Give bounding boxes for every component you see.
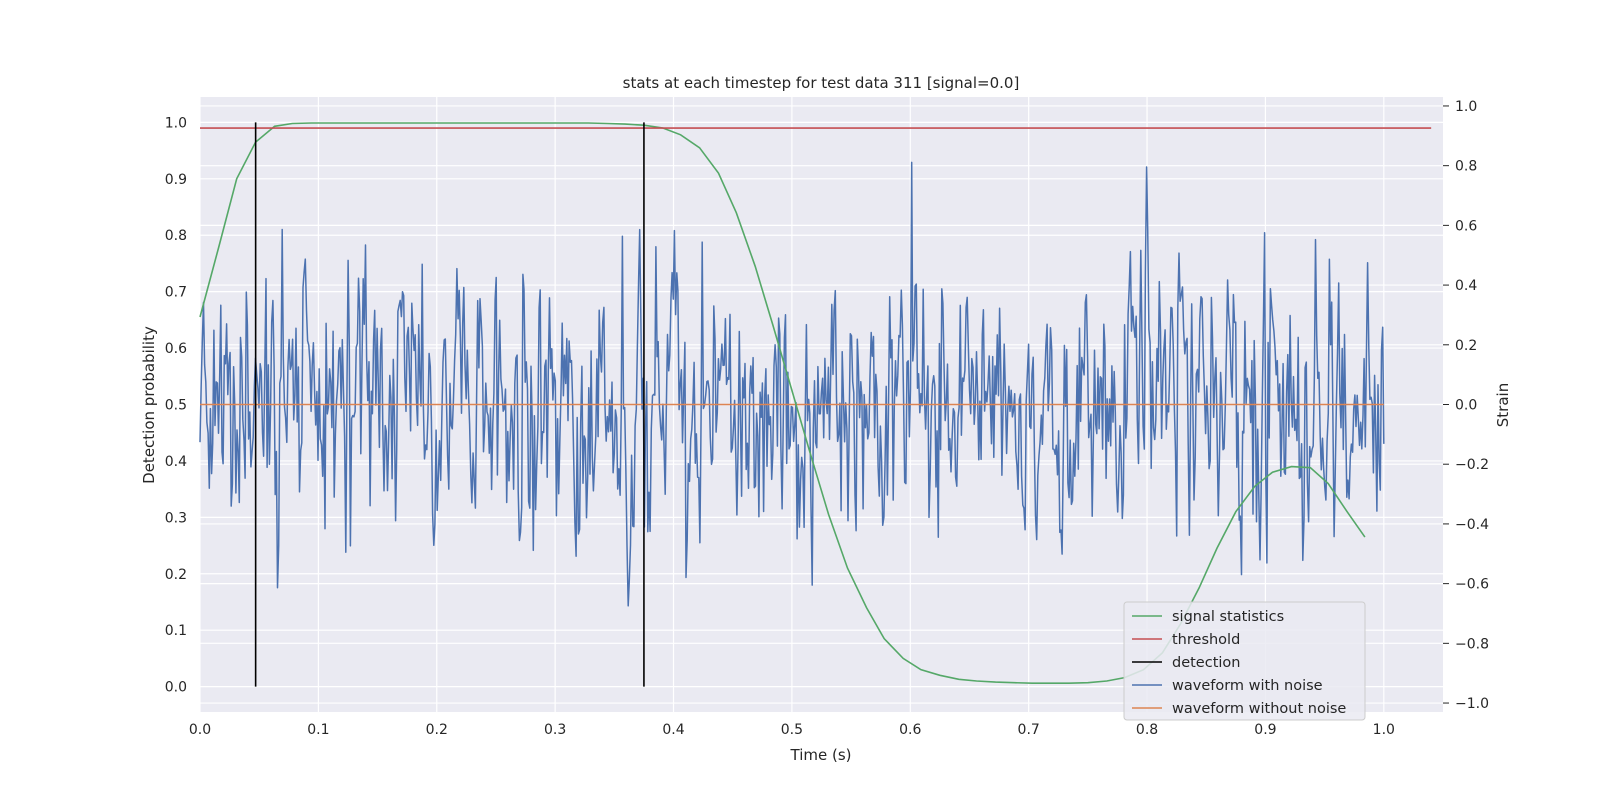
x-ticks: 0.0 0.1 0.2 0.3 0.4 0.5 0.6 0.7 0.8 0.9 1.0 (189, 722, 1395, 738)
x-tick-label: 0.5 (781, 722, 803, 738)
x-tick-label: 0.8 (1136, 722, 1158, 738)
x-tick-label: 0.6 (899, 722, 921, 738)
y-axis-label-right: Strain (1494, 383, 1512, 427)
right-y-ticks: −1.0 −0.8 −0.6 −0.4 −0.2 0.0 0.2 0.4 0.6 0.8 1.0 (1443, 99, 1489, 712)
x-tick-label: 0.0 (189, 722, 211, 738)
y-left-tick-label: 0.3 (165, 510, 187, 526)
y-left-tick-label: 0.9 (165, 172, 187, 188)
x-tick-label: 0.2 (426, 722, 448, 738)
y-axis-label-left: Detection probability (140, 326, 158, 484)
y-left-tick-label: 0.5 (165, 398, 187, 414)
legend-label-detection: detection (1172, 655, 1240, 671)
y-left-tick-label: 0.2 (165, 567, 187, 583)
y-right-tick-label: 0.6 (1455, 218, 1477, 234)
legend-label-threshold: threshold (1172, 632, 1240, 648)
legend-label-signal-statistics: signal statistics (1172, 609, 1284, 625)
y-left-tick-label: 1.0 (165, 115, 187, 131)
y-left-tick-label: 0.0 (165, 680, 187, 696)
series-waveform-with-noise (199, 161, 1385, 607)
y-left-tick-label: 0.4 (165, 454, 187, 470)
x-tick-label: 1.0 (1373, 722, 1395, 738)
y-right-tick-label: 0.0 (1455, 398, 1477, 414)
x-tick-label: 0.7 (1018, 722, 1040, 738)
legend-label-waveform-with-noise: waveform with noise (1172, 678, 1323, 694)
y-right-tick-label: −0.2 (1455, 457, 1489, 473)
y-right-tick-label: 1.0 (1455, 99, 1477, 115)
y-right-tick-label: 0.8 (1455, 159, 1477, 175)
y-left-tick-label: 0.6 (165, 341, 187, 357)
x-tick-label: 0.9 (1254, 722, 1276, 738)
y-left-tick-label: 0.8 (165, 228, 187, 244)
x-tick-label: 0.4 (662, 722, 684, 738)
y-right-tick-label: −0.6 (1455, 577, 1489, 593)
y-right-tick-label: 0.2 (1455, 338, 1477, 354)
y-right-tick-label: −0.4 (1455, 517, 1489, 533)
x-tick-label: 0.3 (544, 722, 566, 738)
y-right-tick-label: 0.4 (1455, 278, 1477, 294)
legend: signal statistics threshold detection wa… (1123, 601, 1366, 721)
x-axis-label: Time (s) (790, 746, 852, 764)
legend-label-waveform-without-noise: waveform without noise (1172, 701, 1346, 717)
chart-title: stats at each timestep for test data 311… (623, 74, 1020, 92)
legend-box (1123, 601, 1366, 721)
y-right-tick-label: −0.8 (1455, 636, 1489, 652)
y-right-tick-label: −1.0 (1455, 696, 1489, 712)
left-y-ticks: 0.0 0.1 0.2 0.3 0.4 0.5 0.6 0.7 0.8 0.9 1.0 (165, 115, 187, 695)
y-left-tick-label: 0.1 (165, 623, 187, 639)
x-tick-label: 0.1 (307, 722, 329, 738)
y-left-tick-label: 0.7 (165, 285, 187, 301)
